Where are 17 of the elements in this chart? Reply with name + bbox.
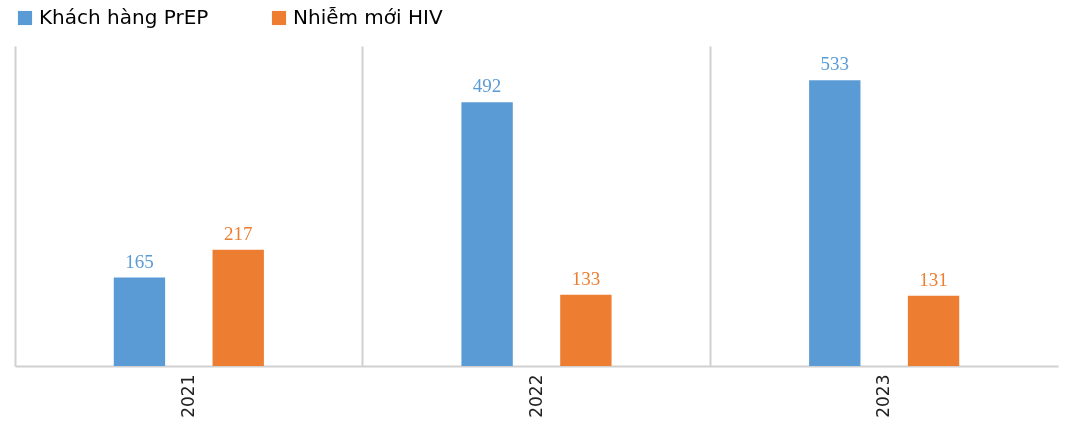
- data-label: 533: [820, 53, 850, 75]
- bar: [907, 295, 960, 366]
- bar: [212, 249, 264, 366]
- bar: [560, 294, 612, 366]
- bar: [461, 102, 513, 366]
- data-label: 165: [125, 250, 154, 272]
- x-tick-label: 2023: [873, 374, 894, 418]
- data-label: 217: [223, 222, 253, 244]
- x-tick-label: 2022: [525, 374, 546, 418]
- x-tick-label: 2021: [177, 374, 198, 418]
- bar: [113, 277, 166, 366]
- data-label: 131: [919, 268, 948, 290]
- data-label: 492: [472, 75, 502, 97]
- legend-label: Nhiễm mới HIV: [293, 5, 443, 29]
- legend-label: Khách hàng PrEP: [39, 5, 209, 29]
- bar: [809, 80, 861, 366]
- data-label: 133: [571, 267, 601, 289]
